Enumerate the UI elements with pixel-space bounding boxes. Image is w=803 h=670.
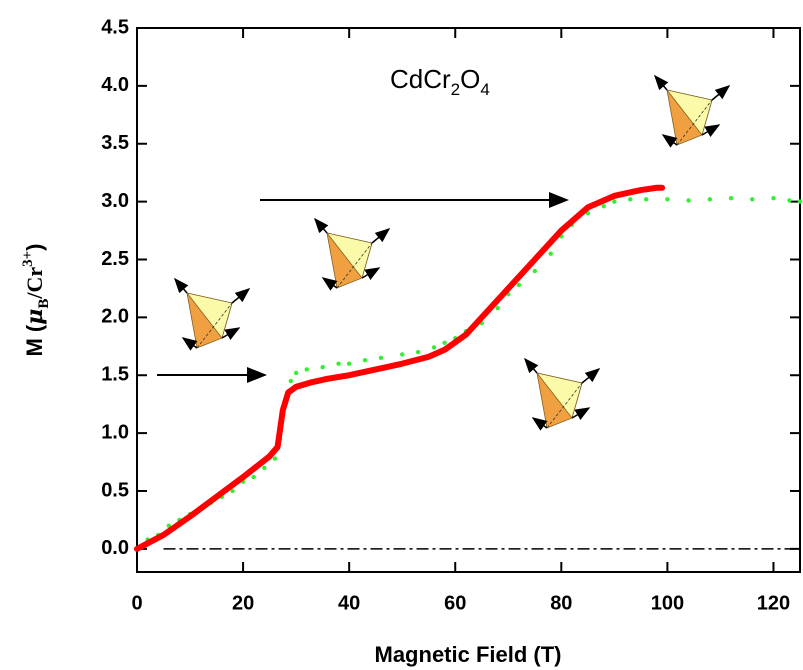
data-point — [431, 345, 437, 350]
data-point — [495, 305, 500, 311]
data-point — [251, 474, 256, 480]
data-point — [516, 282, 522, 288]
data-point — [336, 361, 341, 366]
x-axis-label: Magnetic Field (T) — [375, 642, 562, 667]
tetrahedron-icon — [655, 76, 729, 145]
x-tick-label: 60 — [444, 592, 466, 614]
data-point — [548, 251, 553, 256]
data-point — [601, 204, 606, 209]
y-tick-label: 2.5 — [101, 248, 129, 270]
y-tick-label: 1.0 — [101, 421, 129, 443]
y-tick-label: 3.0 — [101, 190, 129, 212]
data-point — [378, 355, 384, 361]
data-point — [628, 197, 633, 202]
tetrahedron-icon — [525, 359, 599, 428]
data-point — [643, 197, 649, 202]
data-point — [771, 195, 776, 201]
x-tick-label: 80 — [550, 592, 572, 614]
data-point — [415, 349, 421, 355]
data-point — [612, 199, 617, 204]
plot-frame — [136, 27, 801, 573]
data-point — [665, 197, 670, 202]
y-tick-label: 2.0 — [101, 306, 129, 328]
data-point — [686, 198, 691, 203]
data-point — [346, 361, 352, 366]
data-point — [320, 364, 325, 370]
data-point — [750, 197, 755, 202]
data-point — [362, 357, 368, 363]
data-point — [532, 268, 537, 274]
y-tick-label: 0.5 — [101, 479, 129, 501]
x-tick-label: 0 — [131, 592, 142, 614]
data-line — [134, 184, 666, 552]
y-axis-label: M (μB/Cr3+) — [20, 243, 52, 356]
data-point — [707, 197, 713, 202]
data-point — [230, 488, 235, 494]
y-tick-label: 1.5 — [101, 364, 129, 386]
data-point — [797, 199, 803, 204]
data-point — [400, 352, 405, 357]
y-tick-label: 4.0 — [101, 74, 129, 96]
y-tick-label: 3.5 — [101, 132, 129, 154]
tetrahedron-icon — [315, 219, 389, 288]
data-point — [728, 195, 734, 201]
x-tick-label: 120 — [757, 592, 790, 614]
x-tick-label: 100 — [651, 592, 684, 614]
y-tick-label: 4.5 — [101, 16, 129, 38]
y-tick-label: 0.0 — [101, 537, 129, 559]
data-point — [304, 367, 309, 372]
data-point — [166, 523, 172, 528]
data-point — [262, 465, 267, 471]
data-point — [293, 370, 299, 376]
data-point — [272, 456, 278, 461]
tetrahedron-icon — [175, 279, 249, 348]
data-point — [288, 378, 294, 384]
data-point — [787, 198, 792, 203]
x-tick-label: 20 — [232, 592, 254, 614]
data-point — [442, 340, 447, 346]
annotation: CdCr2O4 — [390, 64, 490, 99]
x-tick-label: 40 — [338, 592, 360, 614]
